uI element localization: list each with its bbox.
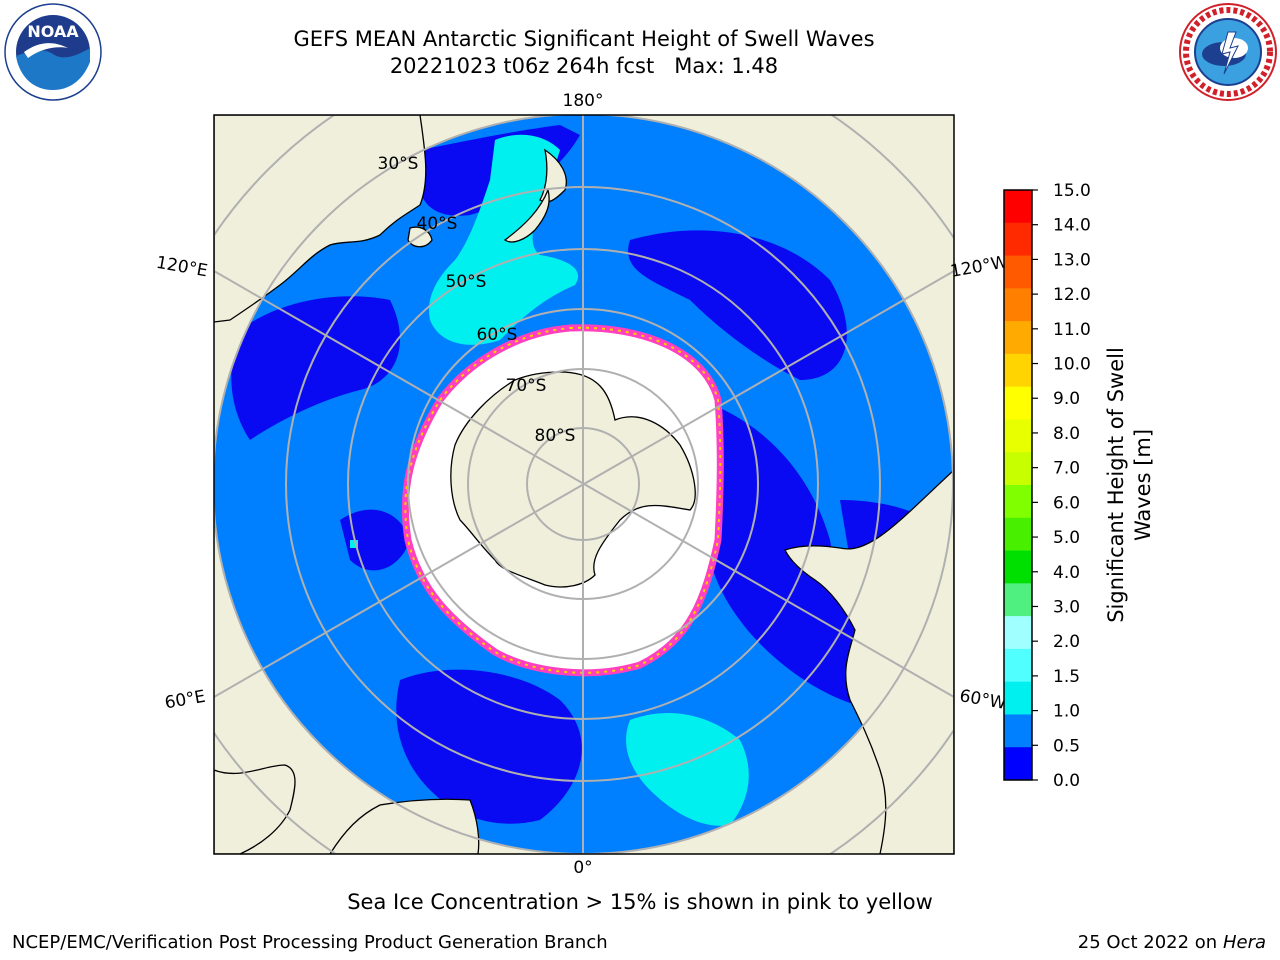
lat-label-40s: 40°S bbox=[417, 214, 458, 234]
colorbar-swatch bbox=[1004, 353, 1032, 388]
colorbar-swatch bbox=[1004, 681, 1032, 715]
colorbar-tick-label: 10.0 bbox=[1053, 355, 1091, 375]
nws-logo bbox=[1179, 3, 1277, 101]
colorbar-tick-label: 15.0 bbox=[1053, 181, 1091, 201]
colorbar-swatch bbox=[1004, 517, 1032, 552]
footer-date: 25 Oct 2022 on Hera bbox=[1078, 932, 1266, 953]
colorbar-tick-label: 6.0 bbox=[1053, 493, 1080, 513]
lat-label-50s: 50°S bbox=[446, 272, 487, 292]
colorbar-tick-label: 1.0 bbox=[1053, 702, 1080, 722]
colorbar-tick-label: 8.0 bbox=[1053, 424, 1080, 444]
noaa-logo-text: NOAA bbox=[27, 22, 79, 41]
colorbar-label-line1: Significant Height of Swell bbox=[1104, 347, 1128, 623]
sea-ice-note: Sea Ice Concentration > 15% is shown in … bbox=[347, 890, 933, 914]
colorbar-swatch bbox=[1004, 419, 1032, 453]
colorbar-swatch bbox=[1004, 190, 1032, 224]
swell-patch-high bbox=[626, 712, 749, 826]
noaa-logo: NOAA bbox=[4, 3, 102, 101]
colorbar-swatch bbox=[1004, 485, 1032, 519]
footer-credit: NCEP/EMC/Verification Post Processing Pr… bbox=[12, 932, 608, 953]
graticule bbox=[214, 115, 954, 854]
swell-patch-low bbox=[231, 296, 400, 440]
colorbar-swatch bbox=[1004, 321, 1032, 355]
swell-patch-low bbox=[396, 669, 582, 824]
lon-label-0: 0° bbox=[573, 858, 592, 878]
antarctica bbox=[450, 371, 696, 588]
lat-label-60s: 60°S bbox=[477, 325, 518, 345]
lat-label-70s: 70°S bbox=[506, 376, 547, 396]
colorbar-tick-label: 3.0 bbox=[1053, 597, 1080, 617]
chart-title: GEFS MEAN Antarctic Significant Height o… bbox=[293, 27, 875, 51]
lon-label-120w: 120°W bbox=[949, 252, 1010, 282]
lon-label-180: 180° bbox=[563, 91, 604, 111]
lon-label-60e: 60°E bbox=[163, 687, 207, 714]
south-america bbox=[784, 469, 954, 854]
colorbar-swatch bbox=[1004, 747, 1032, 781]
colorbar-tick-label: 11.0 bbox=[1053, 320, 1091, 340]
footer-machine: Hera bbox=[1222, 932, 1266, 953]
lon-label-120e: 120°E bbox=[155, 253, 209, 282]
lon-label-60w: 60°W bbox=[958, 686, 1008, 714]
colorbar-swatch bbox=[1004, 648, 1032, 683]
map-frame bbox=[213, 114, 955, 855]
colorbar-label-line2: Waves [m] bbox=[1131, 429, 1155, 541]
colorbar-tick-label: 7.0 bbox=[1053, 459, 1080, 479]
colorbar-tick-label: 0.0 bbox=[1053, 771, 1080, 791]
footer-date-text: 25 Oct 2022 on bbox=[1077, 932, 1223, 953]
colorbar-swatch bbox=[1004, 616, 1032, 650]
colorbar-swatch bbox=[1004, 386, 1032, 420]
colorbar-tick-label: 0.5 bbox=[1053, 736, 1080, 756]
colorbar-swatch bbox=[1004, 714, 1032, 748]
madagascar-region bbox=[214, 764, 296, 854]
colorbar-swatch bbox=[1004, 583, 1032, 617]
chart-subtitle: 20221023 t06z 264h fcst Max: 1.48 bbox=[389, 54, 779, 78]
swell-patch-low bbox=[628, 230, 847, 380]
colorbar-tick-label: 12.0 bbox=[1053, 285, 1091, 305]
colorbar-tick-label: 2.0 bbox=[1053, 632, 1080, 652]
colorbar: 15.0 14.0 13.0 12.0 11.0 10.0 9.0 8.0 7.0 6.0 5.0 4… bbox=[1003, 181, 1091, 791]
colorbar-swatch bbox=[1004, 222, 1032, 257]
colorbar-tick-label: 13.0 bbox=[1053, 250, 1091, 270]
colorbar-swatch bbox=[1004, 452, 1032, 486]
lat-label-80s: 80°S bbox=[535, 426, 576, 446]
colorbar-swatch bbox=[1004, 288, 1032, 322]
new-zealand-south bbox=[503, 187, 550, 243]
africa bbox=[329, 798, 480, 854]
swell-patch-low bbox=[340, 509, 410, 571]
lat-label-30s: 30°S bbox=[378, 154, 419, 174]
colorbar-swatch bbox=[1004, 255, 1032, 289]
colorbar-frame bbox=[1003, 189, 1033, 781]
australia bbox=[214, 115, 427, 323]
swell-patch-high bbox=[429, 134, 579, 345]
colorbar-tick-label: 14.0 bbox=[1053, 216, 1091, 236]
colorbar-tick-label: 4.0 bbox=[1053, 563, 1080, 583]
colorbar-swatch bbox=[1004, 550, 1032, 584]
colorbar-tick-label: 5.0 bbox=[1053, 528, 1080, 548]
colorbar-tick-label: 9.0 bbox=[1053, 389, 1080, 409]
colorbar-tick-label: 1.5 bbox=[1053, 667, 1080, 687]
